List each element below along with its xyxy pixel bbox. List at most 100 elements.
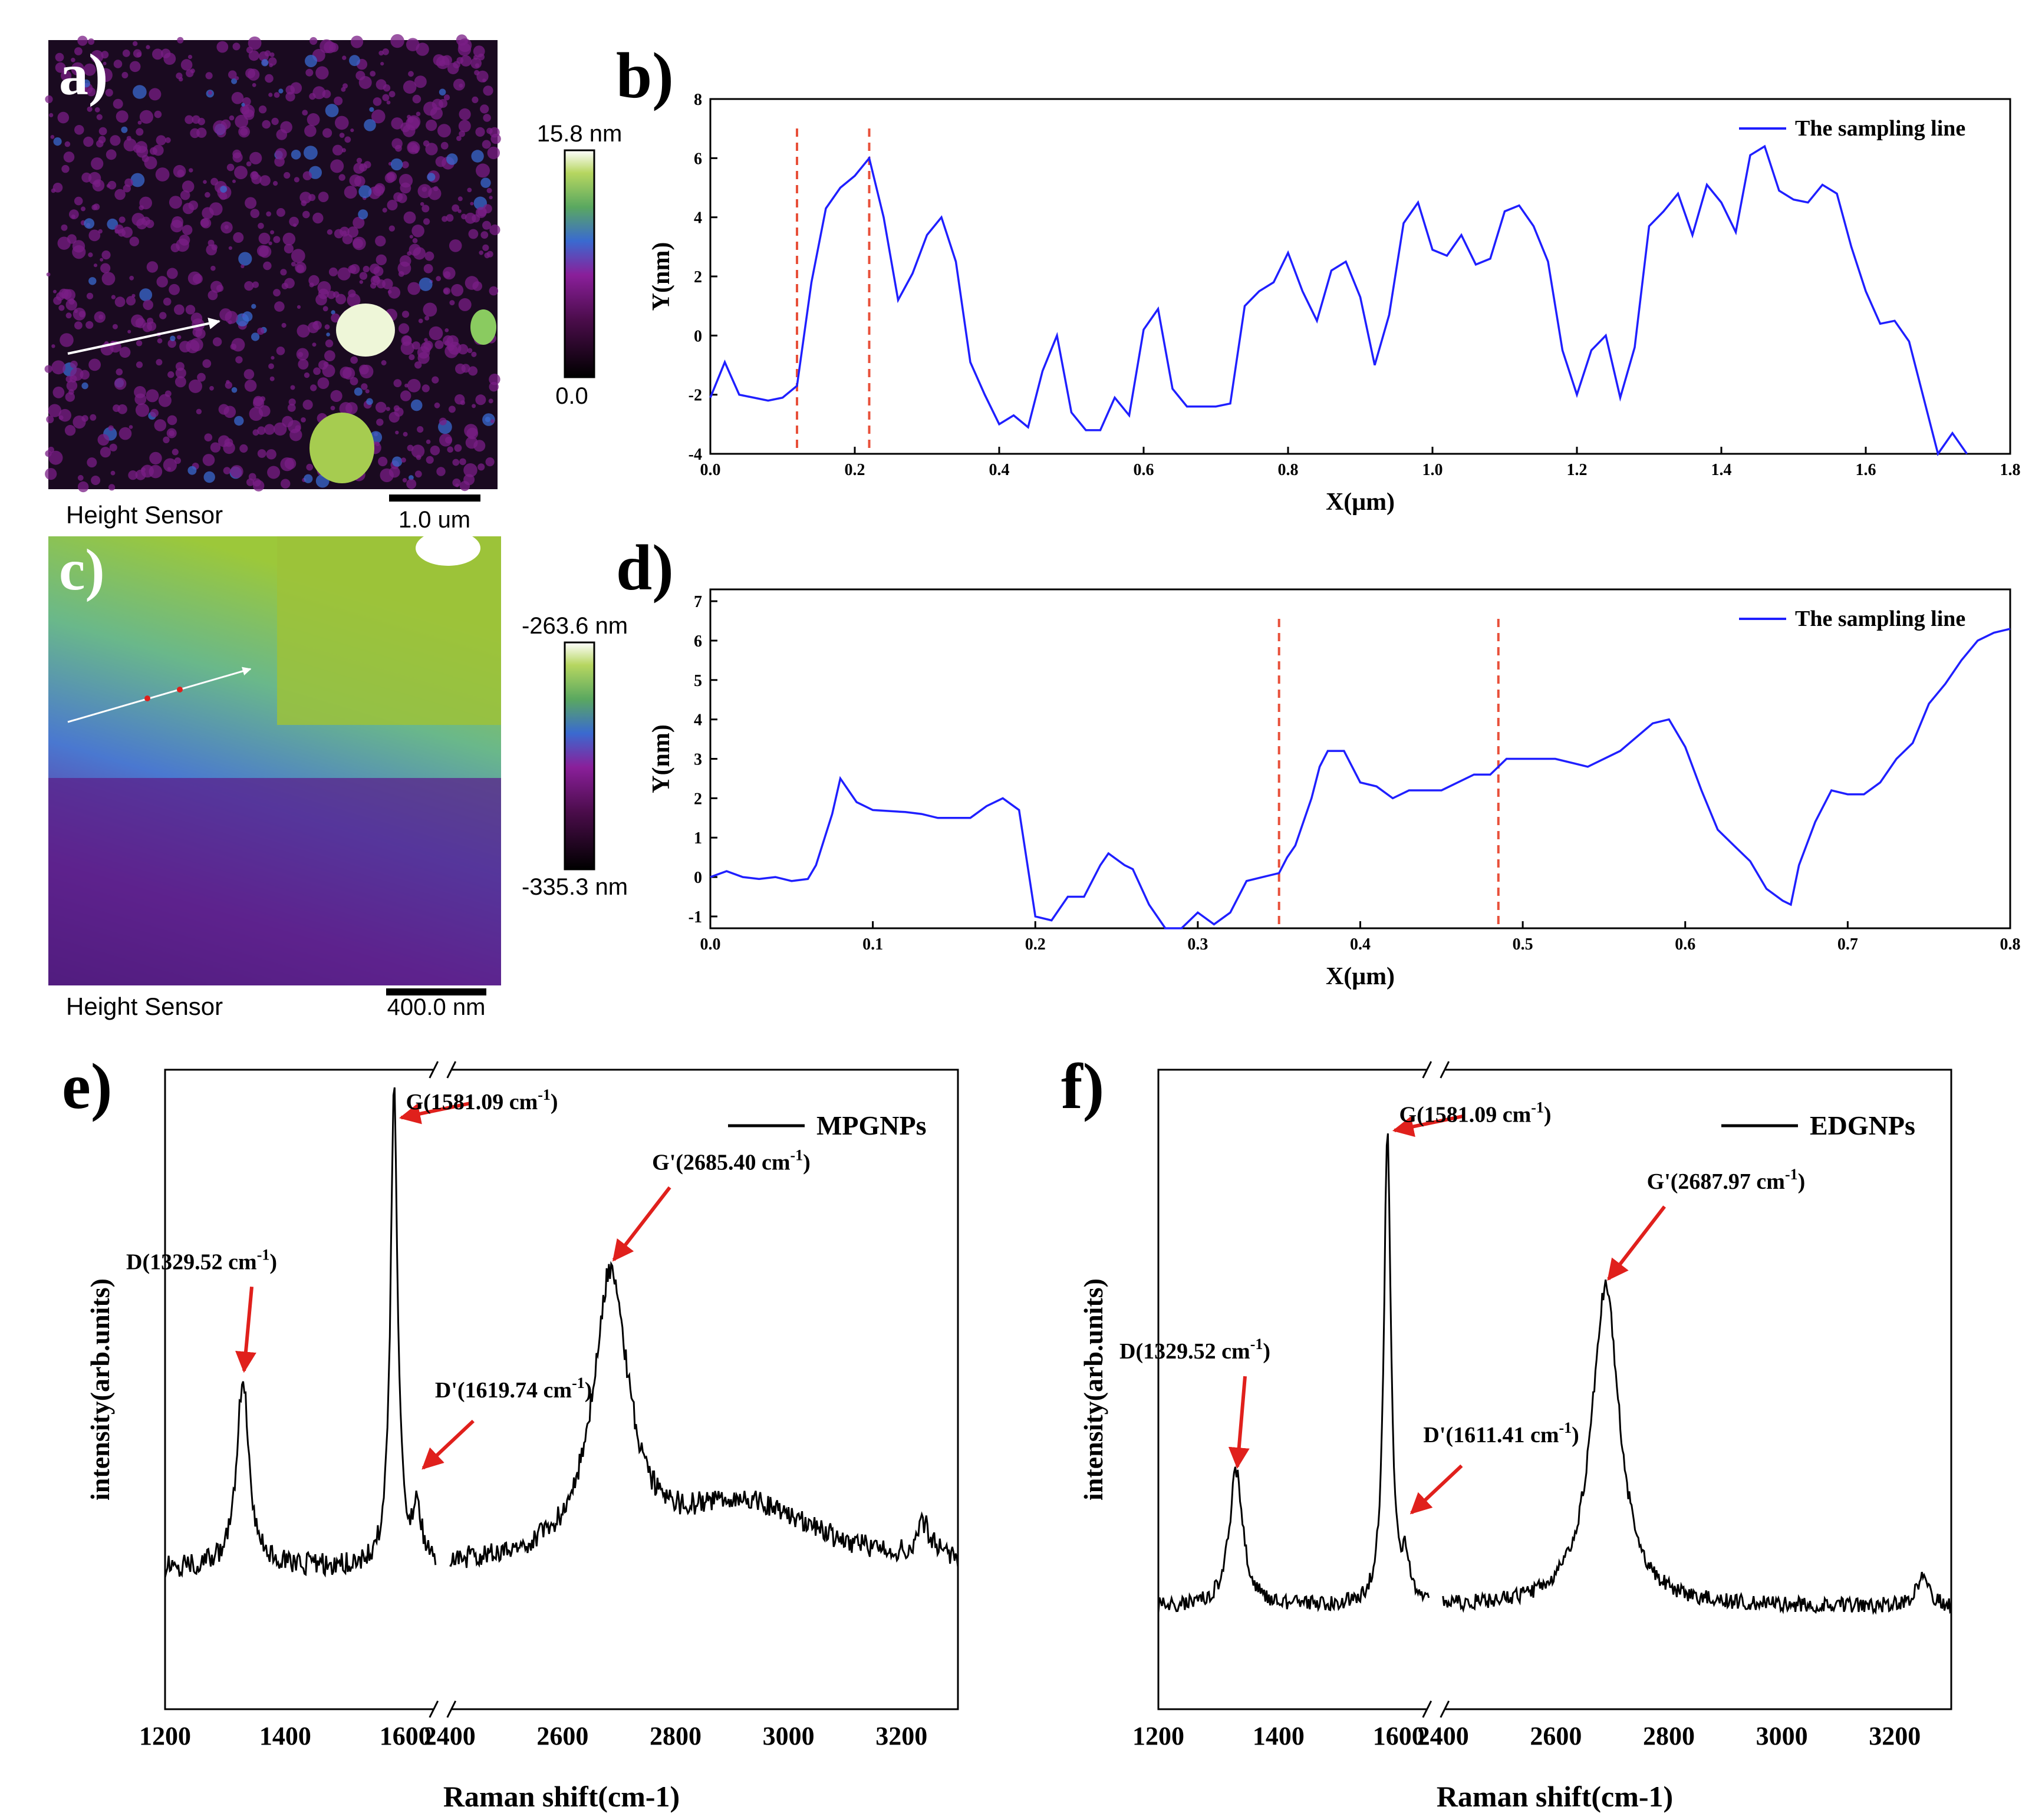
- afm-speckle: [375, 441, 380, 446]
- afm-speckle: [103, 61, 107, 65]
- afm-speckle: [133, 41, 138, 47]
- series-line: [710, 628, 2011, 929]
- afm-speckle: [100, 447, 111, 458]
- afm-speckle: [304, 124, 317, 137]
- afm-speckle: [84, 218, 95, 229]
- afm-speckle: [268, 363, 274, 370]
- afm-speckle: [480, 177, 491, 188]
- afm-speckle: [480, 104, 489, 114]
- annotation-arrow: [421, 1419, 475, 1470]
- annotation-superscript: -1: [257, 1246, 270, 1263]
- afm-speckle: [209, 202, 223, 216]
- x-tick-label: 0.2: [1025, 935, 1046, 954]
- sampling-line-c: [67, 667, 252, 723]
- afm-speckle: [489, 374, 500, 385]
- afm-speckle: [119, 347, 131, 358]
- afm-speckle: [235, 356, 243, 364]
- afm-speckle: [212, 337, 222, 347]
- afm-speckle: [121, 72, 129, 78]
- afm-speckle: [320, 39, 334, 54]
- afm-speckle: [134, 386, 146, 398]
- afm-speckle: [449, 300, 455, 306]
- y-tick-label: -4: [689, 446, 702, 464]
- afm-speckle: [304, 372, 310, 378]
- afm-speckle: [114, 229, 120, 234]
- afm-speckle: [399, 323, 410, 334]
- afm-speckle: [238, 252, 252, 266]
- legend-label: The sampling line: [1795, 606, 1965, 631]
- y-axis-label: intensity(arb.units): [1078, 1278, 1108, 1501]
- afm-speckle: [355, 71, 365, 81]
- afm-speckle: [106, 184, 111, 188]
- afm-speckle: [418, 318, 423, 324]
- annotation-value: 1329.52 cm: [1143, 1339, 1250, 1364]
- afm-speckle: [205, 72, 213, 80]
- afm-speckle: [318, 288, 329, 299]
- x-axis-label: Raman shift(cm-1): [443, 1780, 680, 1813]
- afm-speckle: [427, 173, 436, 182]
- annotation-peak-name: D': [435, 1378, 457, 1403]
- afm-speckle: [312, 86, 326, 100]
- afm-speckle: [245, 197, 257, 209]
- afm-speckle: [252, 281, 259, 288]
- afm-speckle: [239, 444, 248, 453]
- afm-speckle: [223, 467, 231, 474]
- afm-speckle: [234, 166, 248, 180]
- colorbar-a: [564, 149, 595, 378]
- afm-speckle: [251, 332, 260, 341]
- annotation-close-paren: ): [269, 1249, 277, 1274]
- annotation-value: 1581.09 cm: [1424, 1103, 1532, 1127]
- afm-speckle: [412, 94, 421, 104]
- afm-speckle: [136, 361, 143, 368]
- afm-speckle: [432, 376, 439, 384]
- afm-speckle: [167, 415, 177, 426]
- afm-speckle: [249, 151, 262, 164]
- x-tick-label: 1.0: [1422, 461, 1443, 479]
- afm-speckle: [403, 211, 416, 224]
- afm-speckle: [407, 251, 411, 256]
- afm-speckle: [401, 161, 409, 169]
- afm-speckle: [270, 230, 275, 235]
- chart-d: 0.0 0.1 0.2 0.3 0.4 0.5 0.6 0.7 0.8 -1 0 1 2 3 4 5 6 7 X(μ…: [648, 588, 2021, 990]
- afm-speckle: [363, 266, 370, 273]
- afm-speckle: [235, 114, 249, 128]
- x-tick-label: 2800: [1643, 1722, 1695, 1750]
- spectrum-line: [1442, 1279, 1952, 1615]
- afm-speckle: [301, 417, 306, 423]
- afm-speckle: [482, 220, 491, 230]
- afm-speckle: [376, 279, 386, 289]
- y-tick-label: 2: [694, 268, 702, 286]
- annotation-label: D(1329.52 cm-1): [126, 1246, 277, 1274]
- afm-speckle: [428, 187, 442, 200]
- afm-speckle: [146, 261, 159, 273]
- afm-speckle: [281, 479, 291, 489]
- afm-speckle: [434, 340, 444, 350]
- annotation-value: 2687.97 cm: [1678, 1169, 1785, 1194]
- afm-speckle: [358, 185, 372, 199]
- afm-speckle: [113, 98, 123, 109]
- afm-speckle: [294, 177, 299, 183]
- afm-speckle: [57, 236, 71, 250]
- afm-speckle: [353, 216, 365, 229]
- afm-speckle: [258, 223, 264, 229]
- afm-speckle: [328, 267, 338, 276]
- afm-speckle: [458, 298, 472, 311]
- afm-speckle: [126, 296, 136, 306]
- afm-speckle: [48, 450, 63, 465]
- annotation-value: 2685.40 cm: [683, 1150, 791, 1175]
- afm-speckle: [401, 311, 410, 318]
- afm-speckle: [398, 271, 404, 277]
- afm-speckle: [133, 85, 147, 99]
- afm-speckle: [248, 36, 262, 50]
- afm-speckle: [393, 405, 400, 411]
- afm-speckle: [489, 196, 493, 200]
- afm-speckle: [390, 158, 403, 171]
- afm-speckle: [282, 416, 294, 428]
- afm-speckle: [444, 344, 459, 358]
- afm-speckle: [414, 75, 427, 88]
- afm-speckle: [274, 92, 280, 98]
- afm-speckle: [439, 88, 446, 96]
- afm-speckle: [159, 312, 167, 319]
- afm-speckle: [393, 192, 403, 202]
